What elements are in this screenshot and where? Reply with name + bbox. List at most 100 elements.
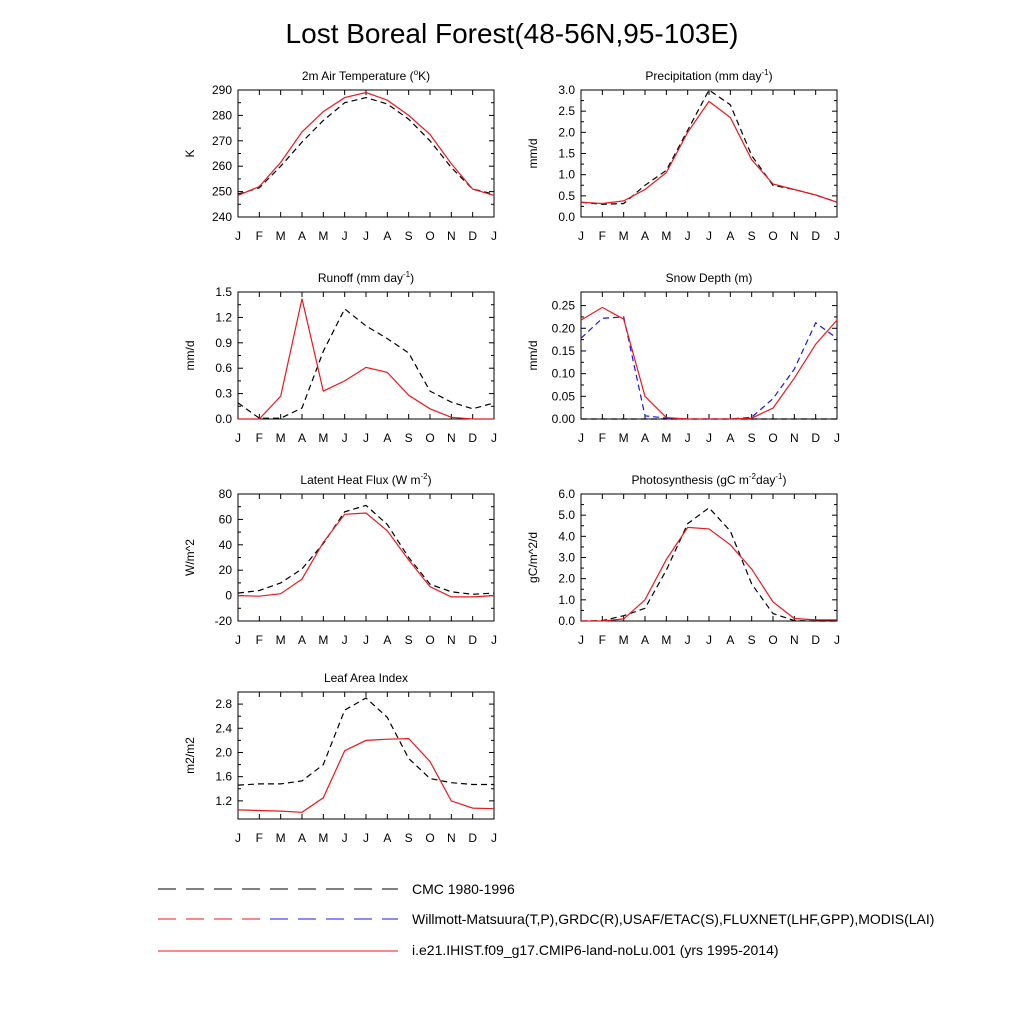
panel-4: Snow Depth (m) 0.00 0.05 0.10 0.15 0.20 0.25 J F… bbox=[526, 271, 840, 445]
x-tick-label: F bbox=[599, 229, 606, 243]
y-tick-label: 60 bbox=[219, 512, 233, 526]
x-tick-label: J bbox=[491, 431, 497, 445]
x-tick-label: J bbox=[685, 633, 691, 647]
plot-frame bbox=[580, 291, 838, 420]
x-tick-label: A bbox=[641, 229, 649, 243]
y-tick-label: 0.25 bbox=[552, 299, 576, 313]
x-tick-label: J bbox=[363, 431, 369, 445]
x-tick-label: S bbox=[748, 633, 756, 647]
x-tick-label: M bbox=[276, 633, 286, 647]
y-tick-label: 2.0 bbox=[558, 572, 575, 586]
y-tick-label: 4.0 bbox=[558, 529, 575, 543]
series-line-model bbox=[581, 526, 837, 622]
panel-2: Precipitation (mm day-1) 0.0 0.5 1.0 1.5 2.0 2… bbox=[526, 68, 840, 243]
y-tick-label: 1.0 bbox=[558, 168, 575, 182]
x-tick-label: N bbox=[790, 633, 799, 647]
x-tick-label: O bbox=[425, 831, 434, 845]
x-tick-label: S bbox=[748, 431, 756, 445]
series-line-obs_black bbox=[237, 697, 494, 786]
x-tick-label: A bbox=[383, 831, 391, 845]
y-tick-label: 1.6 bbox=[215, 770, 232, 784]
y-tick-label: 260 bbox=[212, 159, 232, 173]
x-tick-label: J bbox=[834, 633, 840, 647]
x-tick-label: J bbox=[685, 431, 691, 445]
y-tick-label: 20 bbox=[219, 563, 233, 577]
y-tick-label: 3.0 bbox=[558, 83, 575, 97]
x-tick-label: D bbox=[468, 633, 477, 647]
x-tick-label: D bbox=[468, 831, 477, 845]
y-tick-label: 240 bbox=[212, 210, 232, 224]
y-tick-label: 0.0 bbox=[558, 614, 575, 628]
y-tick-label: 0.10 bbox=[552, 367, 576, 381]
x-tick-label: S bbox=[405, 831, 413, 845]
x-tick-label: N bbox=[790, 229, 799, 243]
x-tick-label: O bbox=[768, 229, 777, 243]
x-tick-label: A bbox=[298, 831, 306, 845]
x-tick-label: J bbox=[706, 229, 712, 243]
plot-frame bbox=[237, 691, 495, 820]
y-tick-label: 280 bbox=[212, 108, 232, 122]
x-tick-label: J bbox=[235, 431, 241, 445]
series-line-obs_blue bbox=[580, 316, 838, 420]
series-line-obs_black bbox=[580, 506, 837, 622]
panel-6: Photosynthesis (gC m-2day-1) 0.0 1.0 2.0 3.0… bbox=[526, 472, 840, 647]
x-tick-label: F bbox=[256, 633, 263, 647]
y-tick-label: 0.05 bbox=[552, 389, 576, 403]
y-tick-label: 5.0 bbox=[558, 508, 575, 522]
y-tick-label: 40 bbox=[219, 538, 233, 552]
x-tick-label: M bbox=[276, 229, 286, 243]
y-tick-label: 1.5 bbox=[215, 285, 232, 299]
y-tick-label: -20 bbox=[215, 614, 233, 628]
x-tick-label: S bbox=[405, 633, 413, 647]
y-tick-label: 2.0 bbox=[215, 745, 232, 759]
y-tick-label: 270 bbox=[212, 134, 232, 148]
x-tick-label: N bbox=[447, 633, 456, 647]
y-tick-label: 290 bbox=[212, 83, 232, 97]
x-tick-label: M bbox=[318, 831, 328, 845]
x-tick-label: M bbox=[318, 431, 328, 445]
y-axis-label: mm/d bbox=[526, 341, 540, 371]
x-tick-label: N bbox=[447, 431, 456, 445]
legend-label-model: i.e21.IHIST.f09_g17.CMIP6-land-noLu.001 … bbox=[412, 942, 779, 958]
y-axis-label: K bbox=[183, 149, 197, 157]
x-tick-label: J bbox=[363, 831, 369, 845]
x-tick-label: J bbox=[578, 633, 584, 647]
y-tick-label: 1.2 bbox=[215, 794, 232, 808]
panel-3: Runoff (mm day-1)0.00.30.60.91.21.5J F M A M… bbox=[183, 270, 497, 445]
y-tick-label: 0.0 bbox=[215, 412, 232, 426]
y-tick-label: 0.6 bbox=[215, 361, 232, 375]
x-tick-label: J bbox=[578, 431, 584, 445]
y-tick-label: 0.15 bbox=[552, 344, 576, 358]
plot-frame bbox=[580, 89, 838, 218]
x-tick-label: M bbox=[318, 229, 328, 243]
series-line-obs_black bbox=[237, 504, 495, 595]
y-tick-label: 1.0 bbox=[558, 593, 575, 607]
y-tick-label: 2.0 bbox=[558, 125, 575, 139]
x-tick-label: O bbox=[768, 633, 777, 647]
x-tick-label: F bbox=[256, 229, 263, 243]
x-tick-label: F bbox=[256, 431, 263, 445]
x-tick-label: M bbox=[661, 431, 671, 445]
x-tick-label: A bbox=[383, 633, 391, 647]
x-tick-label: J bbox=[834, 431, 840, 445]
x-tick-label: J bbox=[706, 431, 712, 445]
y-axis-label: mm/d bbox=[526, 139, 540, 169]
y-tick-label: 2.4 bbox=[215, 721, 232, 735]
x-tick-label: S bbox=[405, 431, 413, 445]
x-tick-label: J bbox=[342, 431, 348, 445]
plot-frame bbox=[580, 493, 838, 622]
series-line-model bbox=[237, 737, 495, 813]
y-axis-label: mm/d bbox=[183, 341, 197, 371]
x-tick-label: D bbox=[811, 229, 820, 243]
x-tick-label: M bbox=[661, 229, 671, 243]
x-tick-label: J bbox=[706, 633, 712, 647]
y-tick-label: 2.8 bbox=[215, 697, 232, 711]
x-tick-label: D bbox=[811, 633, 820, 647]
x-tick-label: D bbox=[811, 431, 820, 445]
x-tick-label: M bbox=[619, 633, 629, 647]
plot-frame bbox=[237, 89, 495, 218]
y-tick-label: 0.3 bbox=[215, 387, 232, 401]
x-tick-label: O bbox=[425, 431, 434, 445]
